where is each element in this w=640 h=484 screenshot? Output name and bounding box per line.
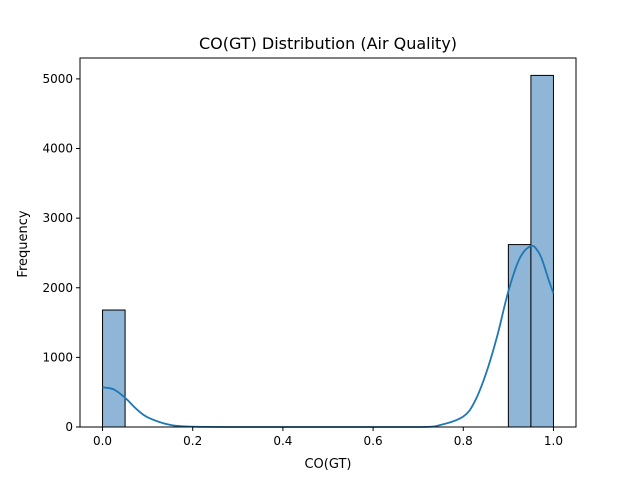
x-tick-label: 0.6	[364, 434, 383, 448]
x-tick-label: 0.4	[273, 434, 292, 448]
histogram-bar	[507, 244, 532, 428]
y-tick-label: 2000	[42, 281, 73, 295]
kde-curve	[102, 244, 555, 428]
x-axis-label: CO(GT)	[304, 457, 351, 472]
x-tick-label: 0.8	[454, 434, 473, 448]
histogram-bar	[102, 309, 126, 428]
y-tick-label: 4000	[42, 142, 73, 156]
x-tick-label: 0.0	[93, 434, 112, 448]
y-tick-label: 1000	[42, 350, 73, 364]
y-tick-label: 3000	[42, 211, 73, 225]
plot-frame	[79, 57, 577, 428]
y-axis-label: Frequency	[16, 210, 31, 277]
x-tick-label: 0.2	[183, 434, 202, 448]
chart-title: CO(GT) Distribution (Air Quality)	[199, 34, 457, 53]
x-tick-label: 1.0	[544, 434, 563, 448]
y-tick-label: 0	[65, 420, 73, 434]
histogram-bar	[530, 74, 554, 428]
y-tick-label: 5000	[42, 72, 73, 86]
